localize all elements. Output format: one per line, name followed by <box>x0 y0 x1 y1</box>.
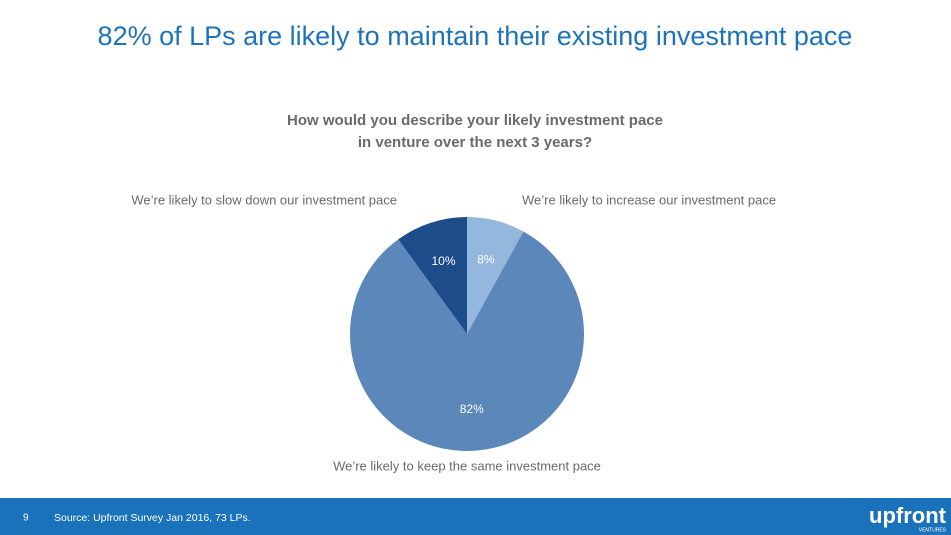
pie-slice <box>467 217 524 334</box>
logo: upfront <box>869 503 947 528</box>
value-label: 10% <box>431 254 455 268</box>
chart-subtitle: in venture over the next 3 years? <box>358 134 592 151</box>
slide-title: 82% of LPs are likely to maintain their … <box>98 21 853 51</box>
source-note: Source: Upfront Survey Jan 2016, 73 LPs. <box>54 512 251 524</box>
category-label: We’re likely to slow down our investment… <box>131 192 397 207</box>
category-label: We’re likely to keep the same investment… <box>333 458 601 473</box>
page-number: 9 <box>23 513 29 524</box>
category-label: We’re likely to increase our investment … <box>522 192 776 207</box>
footer-bar <box>0 498 951 535</box>
chart-subtitle: How would you describe your likely inves… <box>287 112 663 129</box>
value-label: 82% <box>460 402 484 416</box>
logo-sub: VENTURES <box>919 527 947 533</box>
value-label: 8% <box>477 253 495 267</box>
pie-slice <box>398 217 467 334</box>
pie-slice <box>350 231 584 451</box>
